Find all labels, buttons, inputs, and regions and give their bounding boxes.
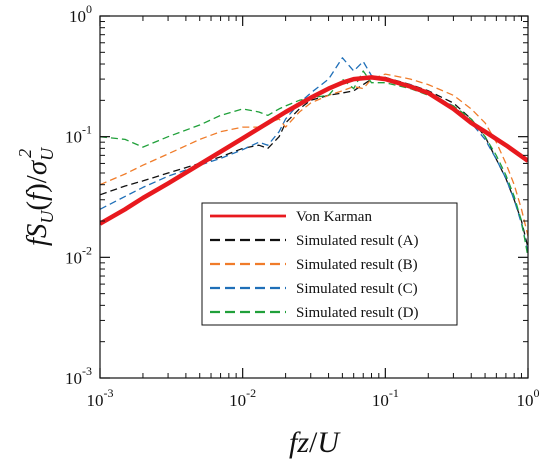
y-axis-title-lparen: ( bbox=[21, 201, 53, 211]
legend-label: Simulated result (D) bbox=[296, 305, 418, 321]
plot-frame bbox=[99, 15, 529, 379]
y-axis-title: fSU(f)/σU2 bbox=[15, 147, 57, 246]
x-axis-title-u: U bbox=[317, 426, 341, 459]
x-tick-label: 10-1 bbox=[372, 386, 399, 410]
y-tick-label: 10-1 bbox=[65, 123, 92, 147]
legend-label: Von Karman bbox=[296, 209, 372, 225]
legend-items: Von Karman Simulated result (A) Simulated … bbox=[210, 209, 418, 321]
x-tick-label: 10-2 bbox=[229, 386, 256, 410]
legend-label: Simulated result (A) bbox=[296, 233, 418, 249]
y-tick-label: 100 bbox=[69, 2, 92, 26]
y-axis-title-group: fSU(f)/σU2 bbox=[15, 147, 57, 246]
series-layer bbox=[100, 57, 528, 258]
y-axis-title-sigma: σ bbox=[21, 159, 53, 175]
series-line-von-karman bbox=[100, 75, 528, 226]
y-axis-title-sigma-sup: 2 bbox=[15, 149, 35, 158]
y-axis-title-sub: U bbox=[37, 210, 57, 224]
y-axis-title-rparen: ) bbox=[21, 183, 53, 193]
series-line-simulated-c bbox=[100, 57, 528, 253]
y-axis-title-slash: / bbox=[21, 174, 53, 183]
y-tick-label: 10-3 bbox=[65, 364, 92, 388]
legend-label: Simulated result (C) bbox=[296, 281, 418, 297]
x-tick-label: 100 bbox=[517, 386, 540, 410]
y-axis-title-sigma-sub: U bbox=[37, 147, 57, 161]
ticks-layer: 10-3 10-2 10-1 100 10-3 10-2 10-1 100 bbox=[65, 2, 540, 410]
x-axis-title-slash: / bbox=[309, 426, 318, 459]
x-axis-title: fz/U bbox=[289, 426, 341, 459]
series-line-simulated-b bbox=[100, 73, 528, 237]
y-tick-label: 10-2 bbox=[65, 243, 92, 267]
x-tick-label: 10-3 bbox=[87, 386, 114, 410]
y-axis-title-s: S bbox=[21, 223, 53, 238]
x-axis-title-z: z bbox=[296, 426, 309, 459]
legend: Von Karman Simulated result (A) Simulated … bbox=[201, 202, 458, 326]
legend-label: Simulated result (B) bbox=[296, 257, 418, 273]
